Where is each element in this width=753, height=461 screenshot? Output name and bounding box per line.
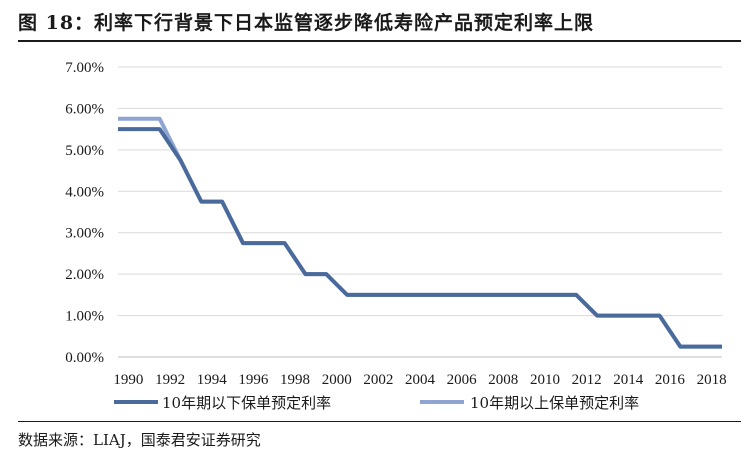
x-axis-ticks: 1990 1992 1994 1996 1998 2000 2002 2004 2006 2008…	[113, 372, 726, 388]
x-tick-label: 2004	[405, 372, 436, 388]
x-tick-label: 2014	[613, 372, 644, 388]
x-tick-label: 2002	[363, 372, 393, 388]
y-axis-ticks: 0.00% 1.00% 2.00% 3.00% 4.00% 5.00% 6.00% 7.00%	[65, 60, 104, 366]
gridlines	[118, 66, 722, 317]
y-tick-label: 1.00%	[65, 309, 104, 325]
x-tick-label: 1992	[155, 372, 185, 388]
x-tick-label: 1996	[238, 372, 269, 388]
x-tick-label: 1994	[197, 372, 228, 388]
x-tick-label: 2010	[530, 372, 560, 388]
y-tick-label: 4.00%	[65, 184, 104, 200]
legend-label: 10年期以上保单预定利率	[470, 394, 639, 412]
x-tick-label: 2006	[447, 372, 478, 388]
y-tick-label: 5.00%	[65, 143, 104, 159]
source-rule	[18, 421, 741, 422]
y-tick-label: 0.00%	[65, 350, 104, 366]
figure-title: 图 18：利率下行背景下日本监管逐步降低寿险产品预定利率上限	[18, 12, 595, 34]
y-tick-label: 7.00%	[65, 60, 104, 76]
line-chart: 0.00% 1.00% 2.00% 3.00% 4.00% 5.00% 6.00% 7.00%…	[65, 60, 726, 412]
x-tick-label: 2008	[488, 372, 518, 388]
legend: 10年期以下保单预定利率 10年期以上保单预定利率	[114, 394, 639, 412]
x-tick-label: 2016	[655, 372, 686, 388]
x-tick-label: 2000	[322, 372, 352, 388]
x-tick-label: 2018	[697, 372, 727, 388]
y-tick-label: 3.00%	[65, 226, 104, 242]
series-line-under-10y	[118, 127, 722, 349]
y-tick-label: 2.00%	[65, 267, 104, 283]
x-tick-label: 2012	[572, 372, 602, 388]
title-rule	[18, 40, 741, 42]
x-tick-label: 1990	[113, 372, 143, 388]
source-note: 数据来源：LIAJ，国泰君安证券研究	[18, 431, 261, 449]
x-tick-label: 1998	[280, 372, 310, 388]
y-tick-label: 6.00%	[65, 101, 104, 117]
series-lines	[118, 116, 722, 349]
legend-label: 10年期以下保单预定利率	[162, 394, 331, 412]
